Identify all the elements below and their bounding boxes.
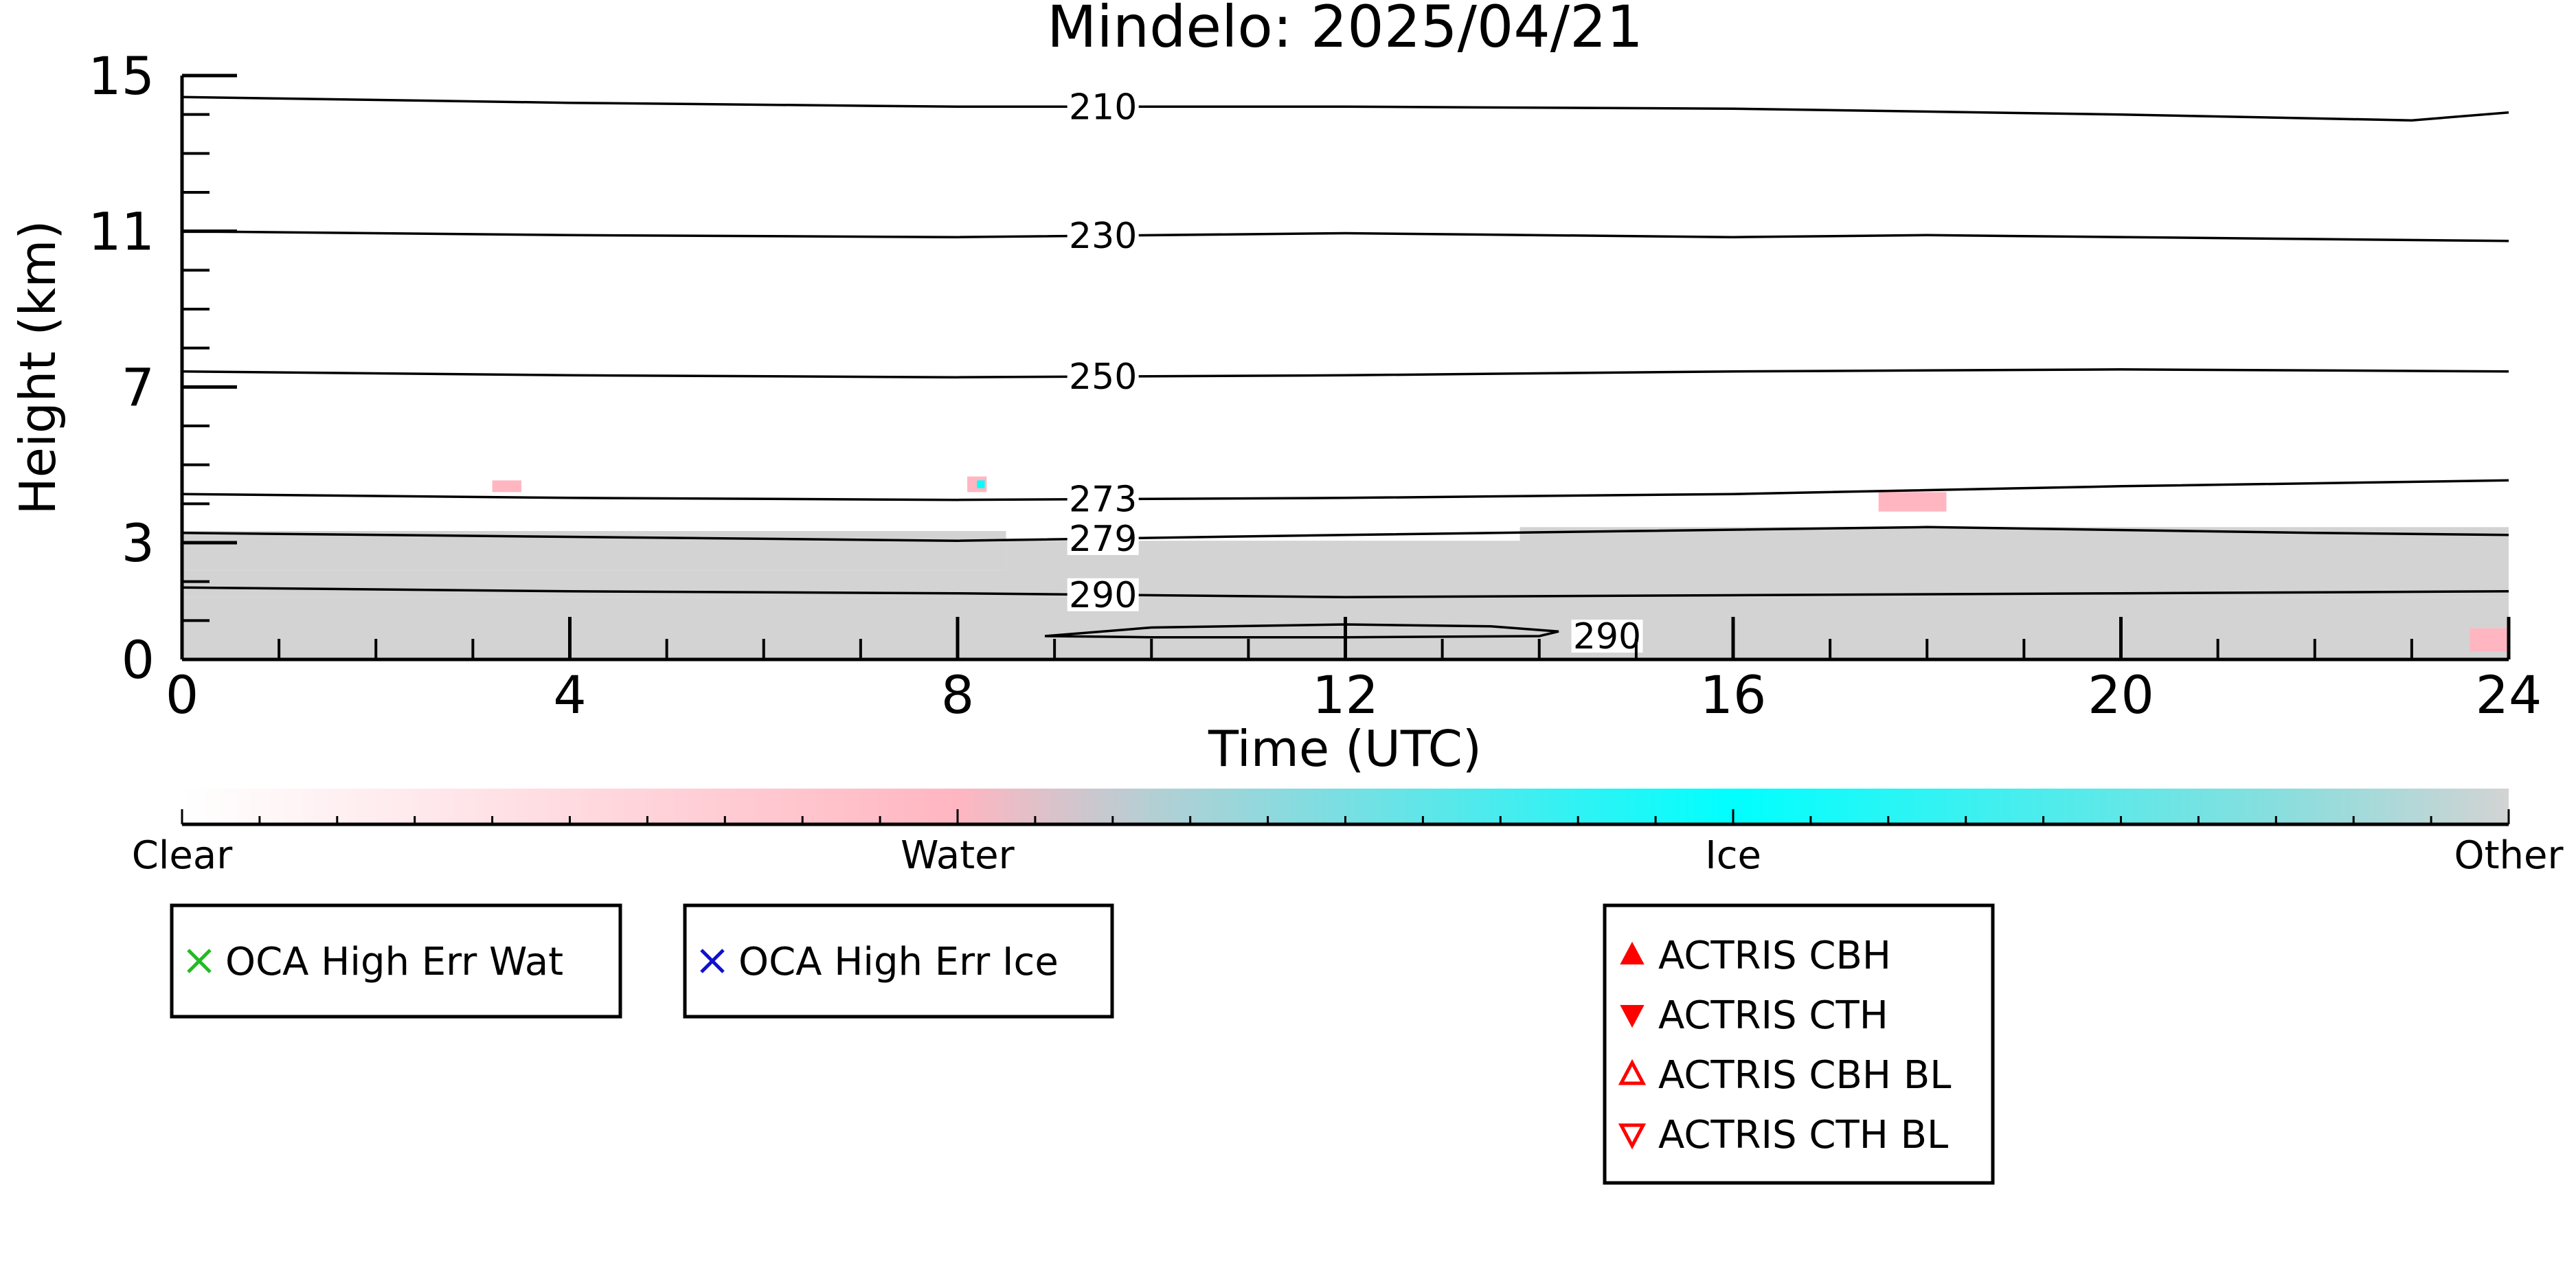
contour-label: 210 bbox=[1069, 87, 1137, 128]
contour-label: 250 bbox=[1069, 357, 1137, 398]
contour-label-bg bbox=[1571, 620, 1643, 653]
x-tick-label: 0 bbox=[166, 664, 199, 725]
contour-label: 290 bbox=[1069, 575, 1137, 616]
x-tick-label: 20 bbox=[2088, 664, 2154, 725]
x-marker-stroke bbox=[700, 949, 725, 973]
contour-label-bg bbox=[1067, 90, 1139, 124]
x-axis-label: Time (UTC) bbox=[1208, 720, 1482, 778]
x-tick-label: 12 bbox=[1312, 664, 1379, 725]
contour-line-290 bbox=[1044, 623, 1559, 639]
contour-line-210 bbox=[181, 95, 2509, 122]
legend-entry-label: OCA High Err Ice bbox=[738, 940, 1059, 984]
legend-entry-label: ACTRIS CBH bbox=[1658, 934, 1891, 978]
contour-label: 279 bbox=[1069, 519, 1137, 560]
legends: OCA High Err Wat OCA High Err Ice ACTRIS C… bbox=[170, 903, 1995, 1185]
legend-frame bbox=[1603, 903, 1995, 1185]
colorbar-label-water: Water bbox=[901, 833, 1015, 878]
y-tick-label: 11 bbox=[88, 201, 155, 262]
y-axis-label: Height (km) bbox=[9, 221, 67, 515]
contour-label-bg bbox=[1067, 521, 1139, 555]
triangle-down-icon bbox=[1618, 1123, 1647, 1150]
cloud-region-water bbox=[492, 480, 521, 493]
y-tick-label: 3 bbox=[122, 512, 155, 574]
x-tick-label: 4 bbox=[553, 664, 586, 725]
x-tick-label: 16 bbox=[1700, 664, 1767, 725]
cloud-region-water bbox=[2470, 628, 2509, 652]
y-tick-label: 15 bbox=[88, 45, 155, 106]
classification-colorbar: Clear Water Ice Other bbox=[132, 789, 2564, 878]
triangle-up-icon bbox=[1618, 1059, 1647, 1085]
colorbar-label-other: Other bbox=[2454, 833, 2564, 878]
legend-box-3: ACTRIS CBH ACTRIS CTH ACTRIS CBH BL ACTRIS … bbox=[1603, 903, 1995, 1185]
triangle-down-icon bbox=[1620, 1005, 1645, 1028]
contour-label-bg bbox=[1067, 360, 1139, 394]
x-marker-stroke bbox=[187, 949, 212, 973]
contour-label-bg bbox=[1067, 578, 1139, 611]
x-marker-icon bbox=[187, 949, 212, 973]
x-tick-label: 8 bbox=[941, 664, 974, 725]
cloud-region-ice bbox=[977, 480, 985, 488]
contour-line-290 bbox=[181, 586, 2509, 599]
y-tick-label: 0 bbox=[122, 629, 155, 690]
x-tick-label: 24 bbox=[2476, 664, 2542, 725]
contour-label-bg bbox=[1067, 219, 1139, 253]
contour-line-250 bbox=[181, 368, 2509, 379]
contour-line-279 bbox=[181, 526, 2509, 542]
contour-line-273 bbox=[181, 479, 2509, 501]
contour-label: 273 bbox=[1069, 479, 1137, 521]
legend-box-1: OCA High Err Wat bbox=[170, 903, 622, 1019]
x-marker-icon bbox=[700, 949, 725, 973]
triangle-up-icon bbox=[1620, 941, 1645, 964]
legend-entry-label: OCA High Err Wat bbox=[225, 940, 563, 984]
colorbar-label-clear: Clear bbox=[132, 833, 233, 878]
contour-label-bg bbox=[1067, 482, 1139, 516]
legend-entry-label: ACTRIS CTH bbox=[1658, 993, 1888, 1038]
y-tick-label: 7 bbox=[122, 357, 155, 418]
contour-label: 230 bbox=[1069, 216, 1137, 257]
cloud-mask-layer bbox=[182, 476, 2509, 659]
contour-line-230 bbox=[181, 229, 2509, 242]
contour-label: 290 bbox=[1573, 616, 1641, 657]
axes: 0 3 7 11 15 0 4 8 12 16 20 24 bbox=[88, 45, 2542, 725]
legend-frame bbox=[170, 903, 622, 1019]
chart-title: Mindelo: 2025/04/21 bbox=[1047, 0, 1643, 60]
legend-entry-label: ACTRIS CTH BL bbox=[1658, 1113, 1948, 1157]
legend-box-2: OCA High Err Ice bbox=[683, 903, 1114, 1019]
colorbar-label-ice: Ice bbox=[1705, 833, 1761, 878]
legend-entry-label: ACTRIS CBH BL bbox=[1658, 1053, 1951, 1098]
cloud-region-water bbox=[1878, 492, 1947, 512]
legend-frame bbox=[683, 903, 1114, 1019]
